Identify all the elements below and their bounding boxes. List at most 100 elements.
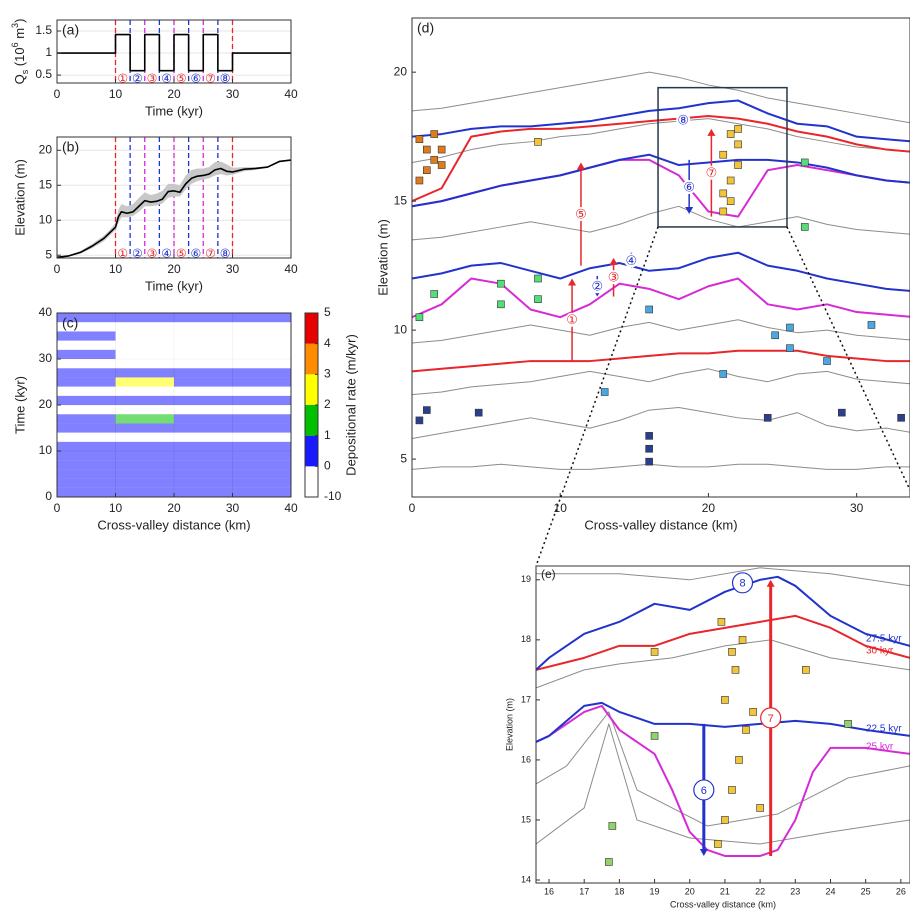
sample-point bbox=[497, 279, 505, 288]
y-axis-label: Qs (106 m3) bbox=[10, 19, 30, 85]
panel-label: (b) bbox=[62, 139, 79, 155]
x-tick-label: 10 bbox=[109, 262, 123, 276]
heatmap-cell bbox=[232, 441, 291, 451]
x-tick-label: 10 bbox=[109, 87, 123, 101]
x-tick-label: 0 bbox=[54, 87, 61, 101]
sample-point bbox=[423, 406, 431, 414]
y-axis-label: Elevation (m) bbox=[375, 219, 390, 296]
sample-point bbox=[608, 822, 617, 830]
arrow-label-bg bbox=[676, 112, 691, 127]
heatmap-cell bbox=[57, 469, 116, 479]
period-label: ⑧ bbox=[220, 247, 231, 261]
period-label: ① bbox=[117, 72, 128, 86]
panel-label: (d) bbox=[417, 20, 434, 36]
sample-point bbox=[415, 176, 424, 185]
heatmap-cell bbox=[232, 423, 291, 433]
heatmap-cell bbox=[115, 359, 174, 369]
arrow-head bbox=[685, 207, 694, 215]
arrow-label-bg bbox=[573, 207, 588, 222]
panel: 0 10 20 30 40 5 10 15 20 ① ② ③ ④ ⑤ ⑥ ⑦ ⑧ (b) Time (kyr) Ele… bbox=[12, 136, 298, 293]
heatmap-cell bbox=[115, 405, 174, 415]
y-tick-label: 15 bbox=[521, 814, 531, 824]
x-tick-label: 10 bbox=[109, 501, 123, 515]
series-line bbox=[412, 118, 910, 163]
heatmap-cell bbox=[57, 313, 116, 323]
sample-point bbox=[721, 696, 729, 704]
heatmap-cell bbox=[57, 460, 116, 470]
arrow-label: ⑦ bbox=[706, 165, 718, 180]
heatmap-cell bbox=[174, 414, 233, 424]
x-tick-label: 40 bbox=[284, 501, 298, 515]
period-label: ⑦ bbox=[205, 72, 216, 86]
y-tick-label: 18 bbox=[521, 634, 531, 644]
sample-point bbox=[534, 138, 542, 146]
x-tick-label: 40 bbox=[284, 87, 298, 101]
heatmap-cell bbox=[232, 487, 291, 497]
plot-frame bbox=[411, 17, 910, 498]
series-line bbox=[536, 614, 910, 671]
inset-connector bbox=[786, 226, 910, 491]
panel-label: (c) bbox=[62, 315, 78, 331]
series-line bbox=[412, 71, 910, 124]
heatmap-cell bbox=[232, 386, 291, 396]
heatmap-cell bbox=[174, 478, 233, 488]
heatmap-cell bbox=[174, 368, 233, 378]
x-axis-label: Time (kyr) bbox=[145, 103, 203, 118]
plot-area bbox=[57, 313, 291, 497]
heatmap-cell bbox=[115, 423, 174, 433]
x-tick-label: 30 bbox=[226, 87, 240, 101]
x-tick-label: 30 bbox=[226, 501, 240, 515]
heatmap-cell bbox=[232, 340, 291, 350]
x-tick-label: 26 bbox=[896, 886, 906, 896]
y-tick-label: 1.5 bbox=[35, 23, 52, 37]
heatmap-cell bbox=[174, 313, 233, 323]
period-label: ⑥ bbox=[191, 247, 202, 261]
y-tick-label: 15 bbox=[39, 177, 53, 191]
colorbar-segment bbox=[305, 313, 318, 344]
y-axis-label-part: ) bbox=[12, 19, 27, 23]
y-axis-label-part: m bbox=[12, 28, 27, 42]
heatmap-cell bbox=[232, 349, 291, 359]
sample-point bbox=[645, 457, 653, 466]
heatmap-cell bbox=[174, 359, 233, 369]
arrow-label: 7 bbox=[768, 713, 774, 725]
heatmap-cell bbox=[174, 405, 233, 415]
sample-point bbox=[756, 804, 764, 812]
colorbar-tick-label: -10 bbox=[324, 489, 342, 503]
x-tick-label: 10 bbox=[554, 501, 568, 515]
sample-point bbox=[742, 726, 750, 734]
heatmap-cell bbox=[174, 322, 233, 332]
heatmap-cell bbox=[174, 349, 233, 359]
x-tick-label: 25 bbox=[861, 886, 871, 896]
series-line bbox=[536, 711, 910, 827]
y-tick-label: 0 bbox=[45, 489, 52, 503]
series-line bbox=[536, 639, 910, 689]
heatmap-cell bbox=[174, 487, 233, 497]
x-tick-label: 20 bbox=[702, 501, 716, 515]
y-axis-label-part: (10 bbox=[12, 47, 27, 69]
heatmap-cell bbox=[115, 313, 174, 323]
sample-point bbox=[423, 166, 431, 174]
x-tick-label: 20 bbox=[685, 886, 695, 896]
panel-label: (a) bbox=[62, 22, 79, 38]
y-tick-label: 19 bbox=[521, 574, 531, 584]
inset-connector bbox=[535, 226, 659, 567]
series-line bbox=[536, 567, 910, 587]
arrow-head bbox=[766, 579, 775, 587]
heatmap-cell bbox=[115, 460, 174, 470]
period-label: ④ bbox=[161, 247, 172, 261]
sample-point bbox=[437, 161, 446, 169]
heatmap-cell bbox=[57, 349, 116, 359]
heatmap-cell bbox=[115, 368, 174, 378]
colorbar-label: Depositional rate (m/kyr) bbox=[343, 334, 358, 476]
x-tick-label: 0 bbox=[54, 262, 61, 276]
heatmap-cell bbox=[115, 377, 174, 387]
period-label: ⑤ bbox=[176, 72, 187, 86]
y-tick-label: 20 bbox=[39, 397, 53, 411]
arrow-label: ⑧ bbox=[677, 112, 689, 127]
series-line bbox=[57, 33, 291, 72]
series-line bbox=[412, 463, 910, 470]
heatmap-cell bbox=[232, 414, 291, 424]
plot-background bbox=[412, 18, 910, 497]
x-tick-label: 40 bbox=[284, 262, 298, 276]
